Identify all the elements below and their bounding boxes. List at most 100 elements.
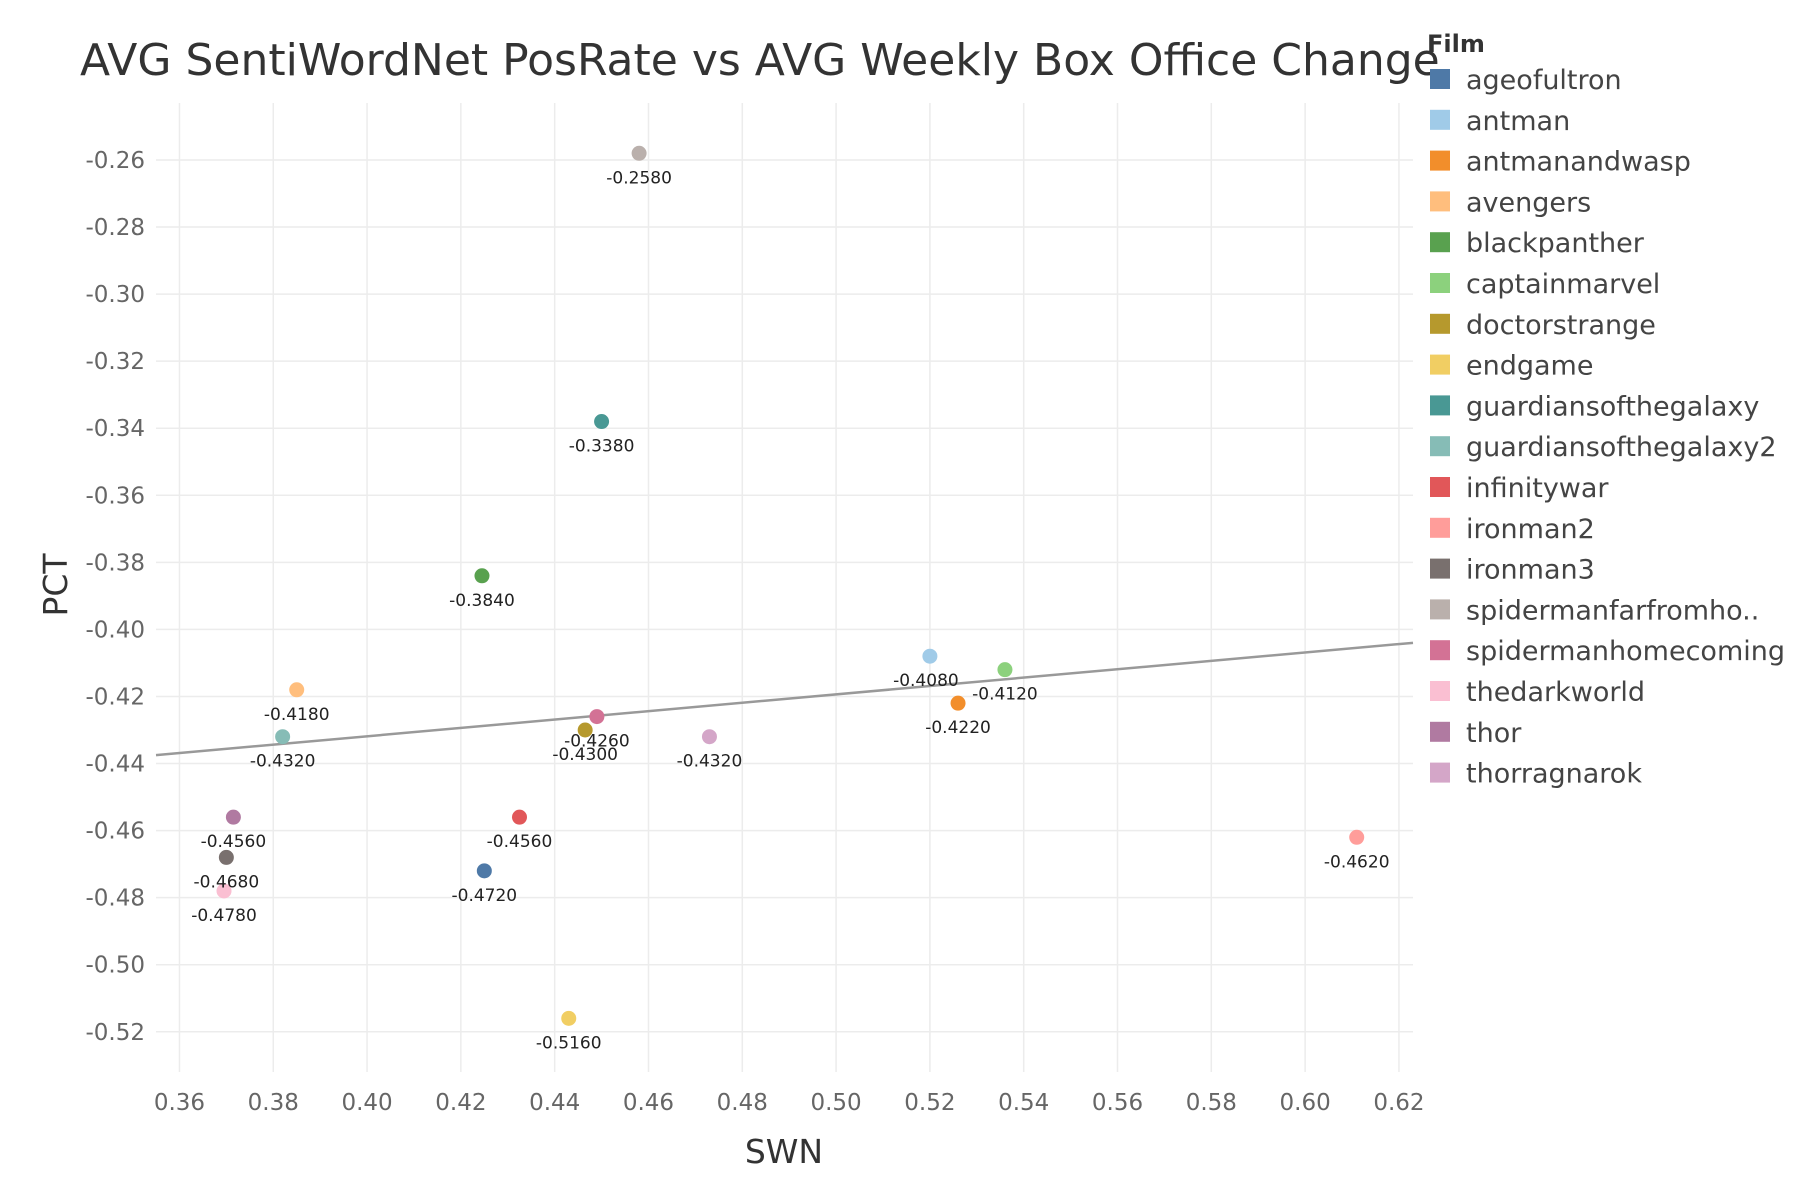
legend-swatch xyxy=(1430,517,1450,538)
point-ageofultron[interactable] xyxy=(476,863,492,879)
legend-swatch xyxy=(1430,599,1450,620)
point-guardiansofthegalaxy2[interactable] xyxy=(275,729,291,745)
x-tick-label: 0.60 xyxy=(1280,1090,1331,1116)
point-antman[interactable] xyxy=(922,648,938,664)
data-label: -0.4180 xyxy=(264,705,330,725)
y-tick-label: -0.28 xyxy=(85,215,145,241)
legend-swatch xyxy=(1430,762,1450,783)
x-tick-label: 0.50 xyxy=(810,1090,861,1116)
x-tick-label: 0.36 xyxy=(154,1090,205,1116)
y-axis-ticks: -0.26 -0.28 -0.30 -0.32 -0.34 -0.36 -0.38 -0.40… xyxy=(85,148,145,1046)
point-thorragnarok[interactable] xyxy=(701,729,717,745)
x-tick-label: 0.56 xyxy=(1092,1090,1143,1116)
legend-title: Film xyxy=(1427,30,1485,58)
y-tick-label: -0.36 xyxy=(85,483,145,509)
point-ironman2[interactable] xyxy=(1349,829,1365,845)
x-tick-label: 0.48 xyxy=(717,1090,768,1116)
x-tick-label: 0.42 xyxy=(435,1090,486,1116)
y-tick-label: -0.50 xyxy=(85,953,145,979)
data-label: -0.4300 xyxy=(552,745,618,765)
legend-swatch xyxy=(1430,395,1450,416)
legend-label[interactable]: ironman2 xyxy=(1466,514,1595,545)
point-blackpanther[interactable] xyxy=(474,568,490,584)
legend-label[interactable]: avengers xyxy=(1466,187,1591,218)
legend-swatch xyxy=(1430,354,1450,375)
legend-swatch xyxy=(1430,273,1450,293)
data-label: -0.4780 xyxy=(191,906,257,926)
point-infinitywar[interactable] xyxy=(511,809,527,825)
point-avengers[interactable] xyxy=(289,682,305,698)
legend-label[interactable]: ageofultron xyxy=(1466,65,1622,96)
data-label: -0.2580 xyxy=(606,168,672,188)
data-label: -0.4560 xyxy=(487,832,553,852)
x-axis-ticks: 0.36 0.38 0.40 0.42 0.44 0.46 0.48 0.50 0.52 0.54… xyxy=(154,1090,1425,1116)
point-guardiansofthegalaxy[interactable] xyxy=(594,414,610,430)
point-antmanandwasp[interactable] xyxy=(950,695,966,711)
point-captainmarvel[interactable] xyxy=(997,662,1013,678)
legend-label[interactable]: captainmarvel xyxy=(1466,269,1660,300)
x-tick-label: 0.62 xyxy=(1373,1090,1424,1116)
legend-label[interactable]: guardiansofthegalaxy xyxy=(1466,391,1759,422)
x-tick-label: 0.52 xyxy=(904,1090,955,1116)
data-label: -0.4680 xyxy=(194,872,260,892)
data-label: -0.4260 xyxy=(564,732,630,752)
y-axis-title: PCT xyxy=(36,553,75,617)
y-tick-label: -0.38 xyxy=(85,550,145,576)
legend-swatch xyxy=(1430,640,1450,661)
point-ironman3[interactable] xyxy=(218,849,234,865)
data-label: -0.3380 xyxy=(569,437,635,457)
legend-label[interactable]: endgame xyxy=(1466,351,1593,382)
legend: Film ageofultron antman antmanandwasp aveng… xyxy=(1427,30,1785,790)
legend-swatch xyxy=(1430,191,1450,212)
legend-label[interactable]: spidermanfarfromho.. xyxy=(1466,595,1759,626)
legend-label[interactable]: guardiansofthegalaxy2 xyxy=(1466,432,1777,463)
point-thor[interactable] xyxy=(225,809,241,825)
legend-items: ageofultron antman antmanandwasp avengers bl… xyxy=(1430,65,1785,790)
legend-label[interactable]: blackpanther xyxy=(1466,228,1645,259)
y-tick-label: -0.46 xyxy=(85,819,145,845)
legend-label[interactable]: thorragnarok xyxy=(1466,759,1642,790)
data-label: -0.4320 xyxy=(250,752,316,772)
point-thedarkworld[interactable] xyxy=(216,883,232,899)
x-tick-label: 0.44 xyxy=(529,1090,580,1116)
y-tick-label: -0.40 xyxy=(85,617,145,643)
data-labels: -0.4720 -0.4080 -0.4220 -0.4180 -0.3840 -0.41… xyxy=(191,168,1389,1053)
x-tick-label: 0.46 xyxy=(623,1090,674,1116)
y-tick-label: -0.26 xyxy=(85,148,145,174)
trend-line xyxy=(155,641,1414,757)
point-doctorstrange[interactable] xyxy=(577,722,593,738)
x-tick-label: 0.58 xyxy=(1186,1090,1237,1116)
legend-swatch xyxy=(1430,109,1450,130)
y-tick-label: -0.52 xyxy=(85,1020,145,1046)
y-tick-label: -0.42 xyxy=(85,684,145,710)
legend-swatch xyxy=(1430,232,1450,253)
legend-label[interactable]: infinitywar xyxy=(1466,473,1609,504)
data-label: -0.4220 xyxy=(925,718,991,738)
legend-swatch xyxy=(1430,477,1450,497)
point-spidermanhomecoming[interactable] xyxy=(589,709,605,725)
legend-label[interactable]: antmanandwasp xyxy=(1466,147,1691,178)
x-tick-label: 0.40 xyxy=(341,1090,392,1116)
legend-label[interactable]: antman xyxy=(1466,106,1570,137)
data-label: -0.3840 xyxy=(449,591,515,611)
legend-swatch xyxy=(1430,721,1450,742)
point-endgame[interactable] xyxy=(561,1010,577,1026)
legend-label[interactable]: doctorstrange xyxy=(1466,310,1656,341)
x-tick-label: 0.54 xyxy=(998,1090,1049,1116)
y-tick-label: -0.48 xyxy=(85,886,145,912)
legend-label[interactable]: thedarkworld xyxy=(1466,677,1645,708)
x-axis-title: SWN xyxy=(745,1132,823,1171)
point-spidermanfarfromho[interactable] xyxy=(631,145,647,161)
chart-title: AVG SentiWordNet PosRate vs AVG Weekly B… xyxy=(80,35,1440,86)
data-label: -0.4320 xyxy=(677,752,743,772)
legend-swatch xyxy=(1430,313,1450,334)
legend-label[interactable]: thor xyxy=(1466,718,1522,749)
legend-label[interactable]: ironman3 xyxy=(1466,555,1595,586)
legend-swatch xyxy=(1430,150,1450,171)
y-tick-label: -0.34 xyxy=(85,416,145,442)
y-tick-label: -0.44 xyxy=(85,752,145,778)
data-label: -0.5160 xyxy=(536,1033,602,1053)
legend-label[interactable]: spidermanhomecoming xyxy=(1466,636,1785,667)
legend-swatch xyxy=(1430,69,1450,89)
